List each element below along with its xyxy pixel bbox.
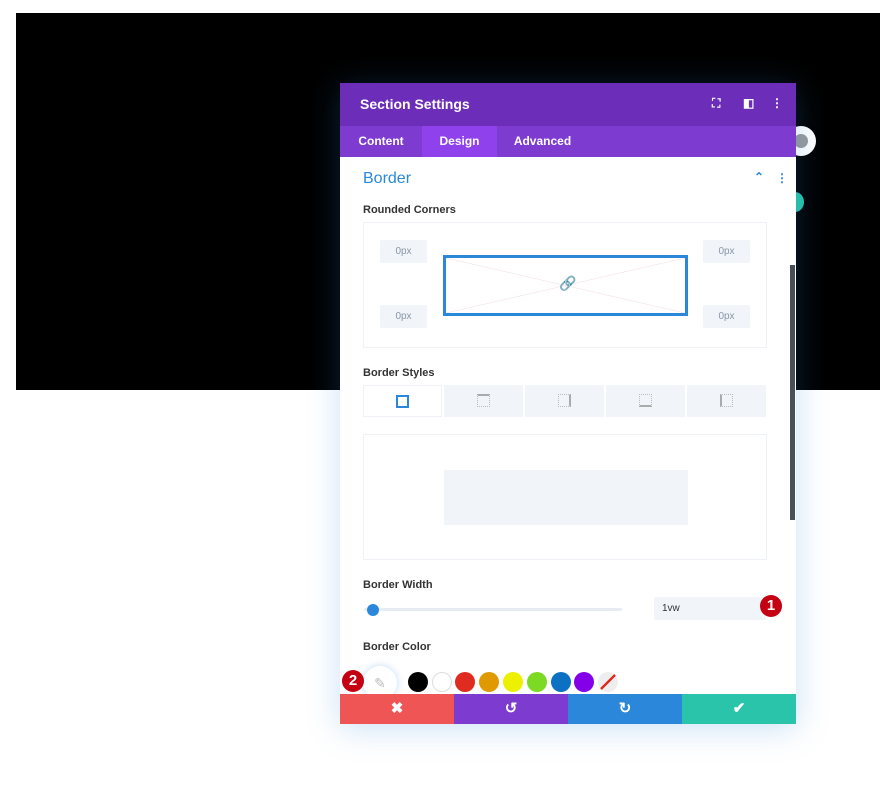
corner-bottom-left-input[interactable]: 0px xyxy=(380,305,427,328)
border-bottom-button[interactable] xyxy=(606,385,685,417)
border-left-button[interactable] xyxy=(687,385,766,417)
cancel-button[interactable]: ✖ xyxy=(340,694,454,724)
section-settings-modal: Section Settings ⛶ ◧ ⋮ Content Design Ad… xyxy=(340,83,796,724)
swatch-orange[interactable] xyxy=(479,672,499,692)
border-style-preview xyxy=(363,434,767,560)
modal-title: Section Settings xyxy=(360,96,470,112)
swatch-black[interactable] xyxy=(408,672,428,692)
tab-design[interactable]: Design xyxy=(422,126,497,157)
collapse-icon[interactable]: ⌃ xyxy=(754,170,765,184)
border-all-icon xyxy=(396,395,409,408)
corner-bottom-right-input[interactable]: 0px xyxy=(703,305,750,328)
more-options-icon[interactable]: ⋮ xyxy=(771,96,783,110)
tab-content[interactable]: Content xyxy=(358,134,404,148)
border-right-button[interactable] xyxy=(525,385,604,417)
border-bottom-icon xyxy=(639,394,652,407)
border-top-icon xyxy=(477,394,490,407)
undo-button[interactable]: ↺ xyxy=(454,694,568,724)
section-options-icon[interactable]: ⋮ xyxy=(776,171,788,185)
fullscreen-icon[interactable]: ⛶ xyxy=(712,96,721,110)
border-width-label: Border Width xyxy=(363,579,433,591)
rounded-corners-control: 0px 0px 0px 0px 🔗 xyxy=(363,222,767,348)
annotation-badge-1: 1 xyxy=(760,595,782,617)
save-button[interactable]: ✔ xyxy=(682,694,796,724)
border-width-slider[interactable] xyxy=(364,608,622,611)
swatch-blue[interactable] xyxy=(551,672,571,692)
link-icon[interactable]: 🔗 xyxy=(559,275,577,291)
swatch-purple[interactable] xyxy=(574,672,594,692)
border-width-input[interactable]: 1vw xyxy=(654,597,766,620)
corner-top-right-input[interactable]: 0px xyxy=(703,240,750,263)
border-left-icon xyxy=(720,394,733,407)
modal-tabs: Content Design Advanced xyxy=(340,126,796,157)
globe-icon xyxy=(794,134,808,148)
border-all-button[interactable] xyxy=(363,385,442,417)
corner-preview-box: 🔗 xyxy=(443,255,688,316)
annotation-badge-2: 2 xyxy=(342,670,364,692)
border-style-preview-box xyxy=(444,470,688,525)
swatch-white[interactable] xyxy=(432,672,452,692)
swatch-red[interactable] xyxy=(455,672,475,692)
scrollbar[interactable] xyxy=(790,265,795,520)
sidebar-toggle-icon[interactable]: ◧ xyxy=(743,96,755,110)
section-title[interactable]: Border xyxy=(363,170,412,187)
slider-handle[interactable] xyxy=(367,604,379,616)
swatch-green[interactable] xyxy=(527,672,547,692)
tab-advanced[interactable]: Advanced xyxy=(513,134,572,148)
eyedropper-icon: ✎ xyxy=(374,675,386,691)
swatch-yellow[interactable] xyxy=(503,672,523,692)
corner-top-left-input[interactable]: 0px xyxy=(380,240,427,263)
border-top-button[interactable] xyxy=(444,385,523,417)
border-color-label: Border Color xyxy=(363,641,431,653)
border-styles-label: Border Styles xyxy=(363,367,435,379)
swatch-none[interactable] xyxy=(598,672,618,692)
modal-header: Section Settings ⛶ ◧ ⋮ xyxy=(340,83,796,126)
rounded-corners-label: Rounded Corners xyxy=(363,204,456,216)
border-right-icon xyxy=(558,394,571,407)
redo-button[interactable]: ↻ xyxy=(568,694,682,724)
